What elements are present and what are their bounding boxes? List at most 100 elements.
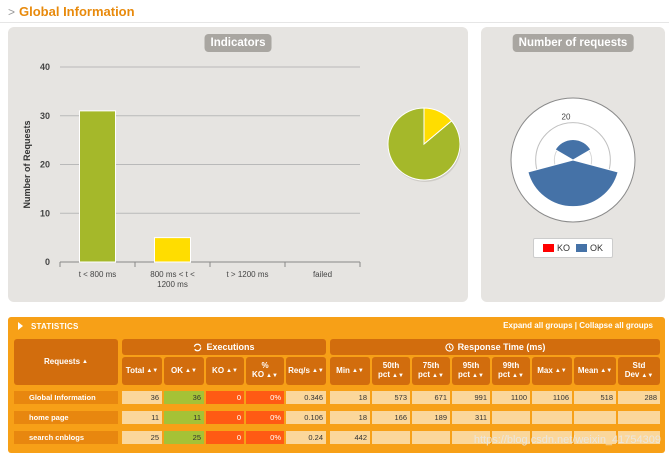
chevron-right-icon: >: [8, 4, 16, 19]
table-cell-pct: 0%: [246, 411, 284, 424]
table-cell-total: 36: [122, 391, 162, 404]
legend-swatch-ok: [576, 244, 587, 252]
table-cell-p50: 166: [372, 411, 410, 424]
y-tick-label: 0: [45, 257, 50, 267]
table-cell-std: [618, 431, 660, 444]
min-column-header[interactable]: Min ▲▼: [330, 357, 370, 385]
response-time-group-header: Response Time (ms): [330, 339, 660, 355]
pct-ko-header-line2: KO: [252, 370, 265, 379]
max-header-label: Max: [537, 365, 553, 375]
sort-icon: ▲▼: [266, 373, 278, 379]
page-title-text: Global Information: [19, 4, 135, 19]
polar-tick-label: 20: [562, 113, 571, 122]
table-cell-p75: [412, 431, 450, 444]
p99-header-line1: 99th: [502, 361, 520, 371]
expand-all-groups-link[interactable]: Expand all groups: [503, 321, 573, 330]
legend-item-ok[interactable]: OK: [576, 243, 603, 253]
pct-ko-header-line1: %: [261, 361, 269, 371]
legend-item-ko[interactable]: KO: [542, 243, 570, 253]
table-cell-ok: 36: [164, 391, 204, 404]
table-cell-reqs: 0.24: [286, 431, 326, 444]
collapse-all-groups-link[interactable]: Collapse all groups: [579, 321, 653, 330]
table-cell-min: 442: [330, 431, 370, 444]
sort-icon: ▲▼: [226, 367, 238, 374]
bar-1: [154, 237, 191, 263]
table-cell-p95: 991: [452, 391, 490, 404]
ok-header-label: OK: [171, 365, 184, 375]
y-axis-label: Number of Requests: [22, 120, 32, 208]
legend-label-ko: KO: [556, 243, 570, 253]
reqs-column-header[interactable]: Req/s ▲▼: [286, 357, 326, 385]
min-header-label: Min: [336, 365, 350, 375]
requests-title: Number of requests: [512, 34, 634, 52]
mean-column-header[interactable]: Mean ▲▼: [574, 357, 616, 385]
requests-polar-chart: 20: [510, 97, 636, 223]
sort-icon: ▲▼: [472, 373, 484, 379]
table-cell-min: 18: [330, 391, 370, 404]
ok-column-header[interactable]: OK ▲▼: [164, 357, 204, 385]
sort-asc-icon: ▲: [82, 358, 88, 365]
x-tick-label: 1200 ms: [157, 280, 188, 289]
sort-icon: ▲▼: [600, 367, 613, 374]
total-header-label: Total: [125, 365, 145, 375]
requests-legend: KO OK: [533, 238, 613, 258]
table-cell-total: 25: [122, 431, 162, 444]
sort-icon: ▲▼: [641, 373, 654, 379]
links-separator: |: [572, 321, 580, 330]
requests-header-label: Requests: [44, 356, 81, 366]
page-title: > Global Information: [8, 4, 135, 19]
x-tick-label: 800 ms < t <: [150, 270, 195, 279]
statistics-title: STATISTICS: [31, 321, 79, 331]
statistics-section: STATISTICS Expand all groups | Collapse …: [8, 317, 665, 453]
table-row-name[interactable]: home page: [14, 411, 118, 424]
p75-header-line2: pct: [418, 370, 431, 379]
table-cell-p75: 671: [412, 391, 450, 404]
p75-column-header[interactable]: 75th pct ▲▼: [412, 357, 450, 385]
table-cell-p99: 1100: [492, 391, 530, 404]
x-tick-label: t < 800 ms: [79, 270, 117, 279]
table-cell-max: [532, 411, 572, 424]
p99-column-header[interactable]: 99th pct ▲▼: [492, 357, 530, 385]
x-tick-label: t > 1200 ms: [226, 270, 268, 279]
table-row-name[interactable]: search cnblogs: [14, 431, 118, 444]
std-dev-column-header[interactable]: Std Dev ▲▼: [618, 357, 660, 385]
ko-header-label: KO: [212, 365, 225, 375]
sort-icon: ▲▼: [146, 367, 159, 374]
sort-icon: ▲▼: [185, 367, 197, 374]
sort-icon: ▲▼: [432, 373, 444, 379]
table-cell-mean: [574, 431, 616, 444]
p95-column-header[interactable]: 95th pct ▲▼: [452, 357, 490, 385]
table-cell-min: 18: [330, 411, 370, 424]
clock-icon: [444, 342, 454, 352]
table-cell-ok: 11: [164, 411, 204, 424]
table-cell-max: 1106: [532, 391, 572, 404]
table-cell-pct: 0%: [246, 391, 284, 404]
sort-icon: ▲▼: [392, 373, 404, 379]
p50-column-header[interactable]: 50th pct ▲▼: [372, 357, 410, 385]
std-header-line1: Std: [632, 361, 646, 371]
table-cell-p99: [492, 411, 530, 424]
mean-header-label: Mean: [577, 365, 599, 375]
bar-0: [79, 110, 116, 263]
ko-column-header[interactable]: KO ▲▼: [206, 357, 244, 385]
pct-ko-column-header[interactable]: % KO ▲▼: [246, 357, 284, 385]
table-cell-p95: [452, 431, 490, 444]
table-cell-max: [532, 431, 572, 444]
max-column-header[interactable]: Max ▲▼: [532, 357, 572, 385]
table-cell-ko: 0: [206, 391, 244, 404]
table-cell-std: 288: [618, 391, 660, 404]
sort-icon: ▲▼: [311, 367, 324, 374]
total-column-header[interactable]: Total ▲▼: [122, 357, 162, 385]
std-header-line2: Dev: [624, 370, 640, 379]
table-cell-p99: [492, 431, 530, 444]
legend-swatch-ko: [542, 244, 554, 252]
indicators-bar-chart: 0 10 20 30 40 Number of Requests t < 800 ms 800…: [22, 62, 461, 289]
group-links: Expand all groups | Collapse all groups: [503, 321, 653, 330]
collapse-triangle-icon[interactable]: [18, 322, 23, 330]
legend-label-ok: OK: [590, 243, 604, 253]
requests-column-header[interactable]: Requests ▲: [14, 339, 118, 385]
table-cell-p50: [372, 431, 410, 444]
table-cell-ok: 25: [164, 431, 204, 444]
table-cell-pct: 0%: [246, 431, 284, 444]
table-row-name[interactable]: Global Information: [14, 391, 118, 404]
